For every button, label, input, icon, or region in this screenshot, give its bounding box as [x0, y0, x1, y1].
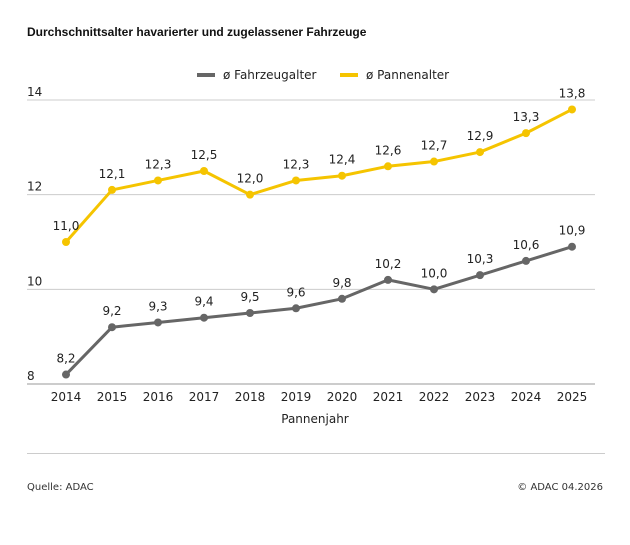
data-point [522, 256, 530, 265]
data-point [292, 304, 300, 313]
data-label: 10,3 [467, 252, 494, 266]
data-point [200, 313, 208, 322]
data-point [292, 176, 300, 185]
data-point [200, 167, 208, 175]
data-point [154, 318, 162, 327]
source-label: Quelle: ADAC [27, 482, 94, 493]
x-tick-label: 2023 [465, 390, 496, 404]
data-label: 10,2 [375, 257, 402, 271]
data-point [246, 190, 254, 199]
data-label: 9,3 [148, 299, 167, 313]
data-label: 12,6 [375, 143, 402, 157]
data-point [430, 285, 438, 294]
data-point [62, 370, 70, 379]
data-label: 13,8 [559, 86, 586, 100]
x-tick-label: 2017 [189, 390, 220, 404]
series-line [64, 108, 573, 243]
x-tick-label: 2020 [327, 390, 358, 404]
data-label: 10,6 [513, 238, 540, 252]
x-tick-label: 2024 [511, 390, 542, 404]
data-label: 8,2 [56, 352, 75, 366]
x-tick-label: 2018 [235, 390, 266, 404]
data-label: 12,1 [99, 167, 126, 181]
data-point [568, 105, 576, 114]
x-tick-label: 2022 [419, 390, 450, 404]
data-label: 12,5 [191, 148, 218, 162]
data-label: 9,2 [102, 304, 121, 318]
data-label: 11,0 [53, 219, 80, 233]
data-point [338, 294, 346, 303]
data-label: 12,9 [467, 129, 494, 143]
x-tick-label: 2014 [51, 390, 82, 404]
data-point [108, 323, 116, 332]
x-tick-label: 2015 [97, 390, 128, 404]
x-tick-label: 2025 [557, 390, 588, 404]
data-point [108, 185, 116, 194]
data-point [568, 242, 576, 251]
data-point [246, 309, 254, 317]
data-point [476, 271, 484, 280]
data-point [384, 162, 392, 171]
data-point [338, 171, 346, 180]
data-label: 12,4 [329, 153, 356, 167]
divider [27, 453, 605, 454]
data-label: 12,0 [237, 172, 264, 186]
copyright-label: © ADAC 04.2026 [517, 482, 603, 493]
y-tick-label: 12 [27, 180, 42, 194]
data-point [476, 148, 484, 157]
data-point [384, 275, 392, 284]
data-label: 12,7 [421, 139, 448, 153]
data-label: 12,3 [283, 157, 310, 171]
data-label: 10,9 [559, 224, 586, 238]
legend-label: ø Fahrzeugalter [223, 68, 317, 82]
data-label: 12,3 [145, 157, 172, 171]
y-tick-label: 14 [27, 85, 42, 99]
data-label: 9,6 [286, 285, 305, 299]
data-label: 9,8 [332, 276, 351, 290]
data-point [522, 129, 530, 138]
x-tick-label: 2019 [281, 390, 312, 404]
series-line [64, 245, 573, 376]
data-label: 9,4 [194, 295, 213, 309]
data-label: 13,3 [513, 110, 540, 124]
data-point [154, 176, 162, 185]
data-label: 9,5 [240, 290, 259, 304]
chart-title: Durchschnittsalter havarierter und zugel… [27, 25, 367, 39]
y-tick-label: 10 [27, 274, 42, 288]
legend-label: ø Pannenalter [366, 68, 449, 82]
data-label: 10,0 [421, 266, 448, 280]
x-axis-label: Pannenjahr [281, 412, 349, 426]
y-tick-label: 8 [27, 369, 35, 383]
x-tick-label: 2021 [373, 390, 404, 404]
x-tick-label: 2016 [143, 390, 174, 404]
data-point [430, 157, 438, 166]
data-point [62, 238, 70, 246]
